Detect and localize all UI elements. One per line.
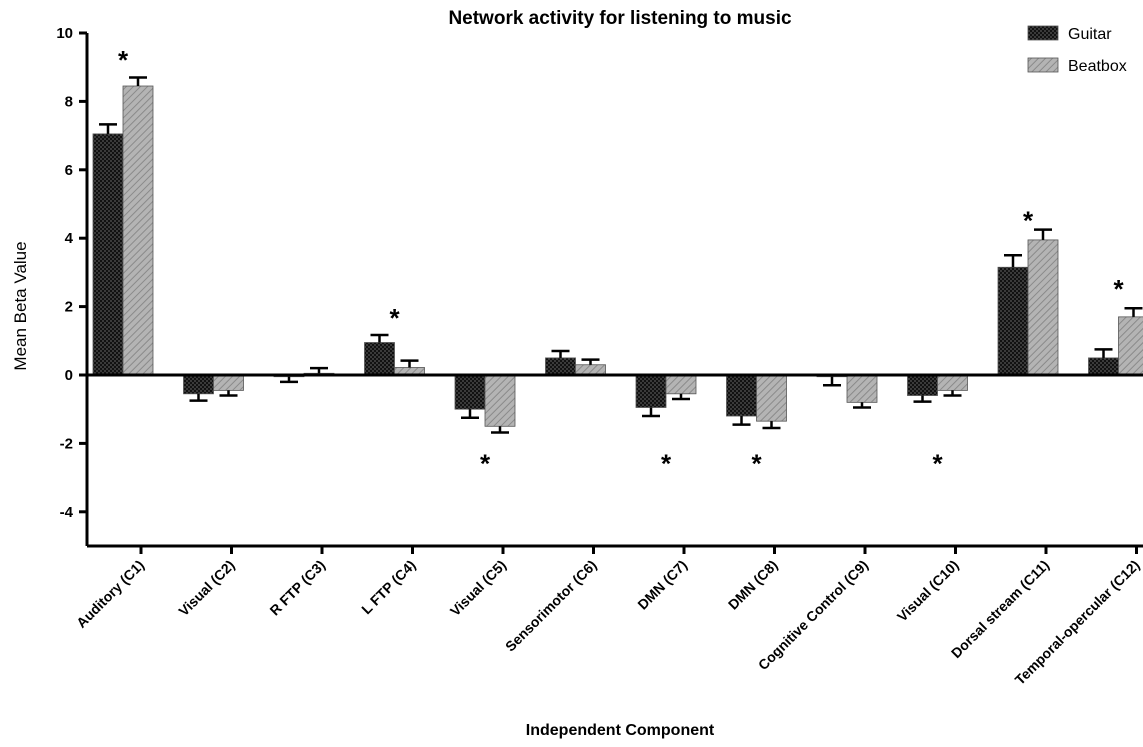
bar-guitar-10 (908, 375, 938, 396)
bar-guitar-12 (1089, 358, 1119, 375)
y-tick-label: 4 (65, 230, 74, 247)
bar-beatbox-7 (666, 375, 696, 394)
bar-guitar-1 (93, 134, 123, 375)
x-category-label: R FTP (C3) (266, 557, 328, 619)
x-category-label: Dorsal stream (C11) (948, 557, 1052, 661)
bar-beatbox-12 (1119, 317, 1143, 375)
bar-beatbox-9 (847, 375, 877, 402)
significance-marker: * (932, 449, 943, 479)
bar-guitar-7 (636, 375, 666, 407)
significance-marker: * (751, 449, 762, 479)
x-category-label: L FTP (C4) (358, 557, 418, 617)
significance-marker: * (1113, 274, 1124, 304)
significance-marker: * (389, 303, 400, 333)
significance-marker: * (480, 449, 491, 479)
legend-label-beatbox: Beatbox (1068, 58, 1127, 75)
bar-beatbox-6 (576, 365, 606, 375)
x-category-label: DMN (C8) (725, 557, 781, 613)
y-tick-label: -2 (60, 435, 73, 452)
chart-title: Network activity for listening to music (448, 8, 792, 29)
x-category-label: Auditory (C1) (73, 557, 147, 631)
bar-guitar-2 (184, 375, 214, 394)
bar-guitar-8 (727, 375, 757, 416)
bar-beatbox-1 (123, 86, 153, 375)
legend-swatch-beatbox (1028, 58, 1058, 72)
y-tick-label: 6 (65, 162, 73, 179)
x-category-label: DMN (C7) (634, 557, 690, 613)
significance-marker: * (661, 449, 672, 479)
legend-swatch-guitar (1028, 26, 1058, 40)
x-category-label: Visual (C10) (894, 557, 962, 625)
y-tick-label: 2 (65, 299, 73, 316)
bar-guitar-5 (455, 375, 485, 409)
bar-beatbox-10 (938, 375, 968, 390)
x-category-label: Visual (C5) (447, 557, 509, 619)
bar-beatbox-11 (1028, 240, 1058, 375)
y-tick-label: 8 (65, 93, 73, 110)
significance-marker: * (1023, 206, 1034, 236)
bar-guitar-4 (365, 343, 395, 375)
x-axis-label: Independent Component (526, 722, 715, 739)
legend-label-guitar: Guitar (1068, 26, 1112, 43)
bar-beatbox-5 (485, 375, 515, 426)
bar-guitar-11 (998, 267, 1028, 375)
y-tick-label: -4 (60, 504, 74, 521)
bar-guitar-6 (546, 358, 576, 375)
significance-marker: * (118, 45, 129, 75)
legend: Guitar Beatbox (1028, 26, 1127, 75)
y-tick-label: 10 (56, 25, 73, 42)
x-category-label: Sensorimotor (C6) (502, 557, 600, 655)
y-axis-label: Mean Beta Value (11, 241, 30, 370)
bar-beatbox-2 (214, 375, 244, 390)
y-tick-label: 0 (65, 367, 73, 384)
bar-beatbox-8 (757, 375, 787, 421)
plot-area: 10 8 6 4 2 0 -2 -4 Auditory (C1) Visual (C2) R FTP… (56, 25, 1143, 688)
x-category-label: Visual (C2) (175, 557, 237, 619)
